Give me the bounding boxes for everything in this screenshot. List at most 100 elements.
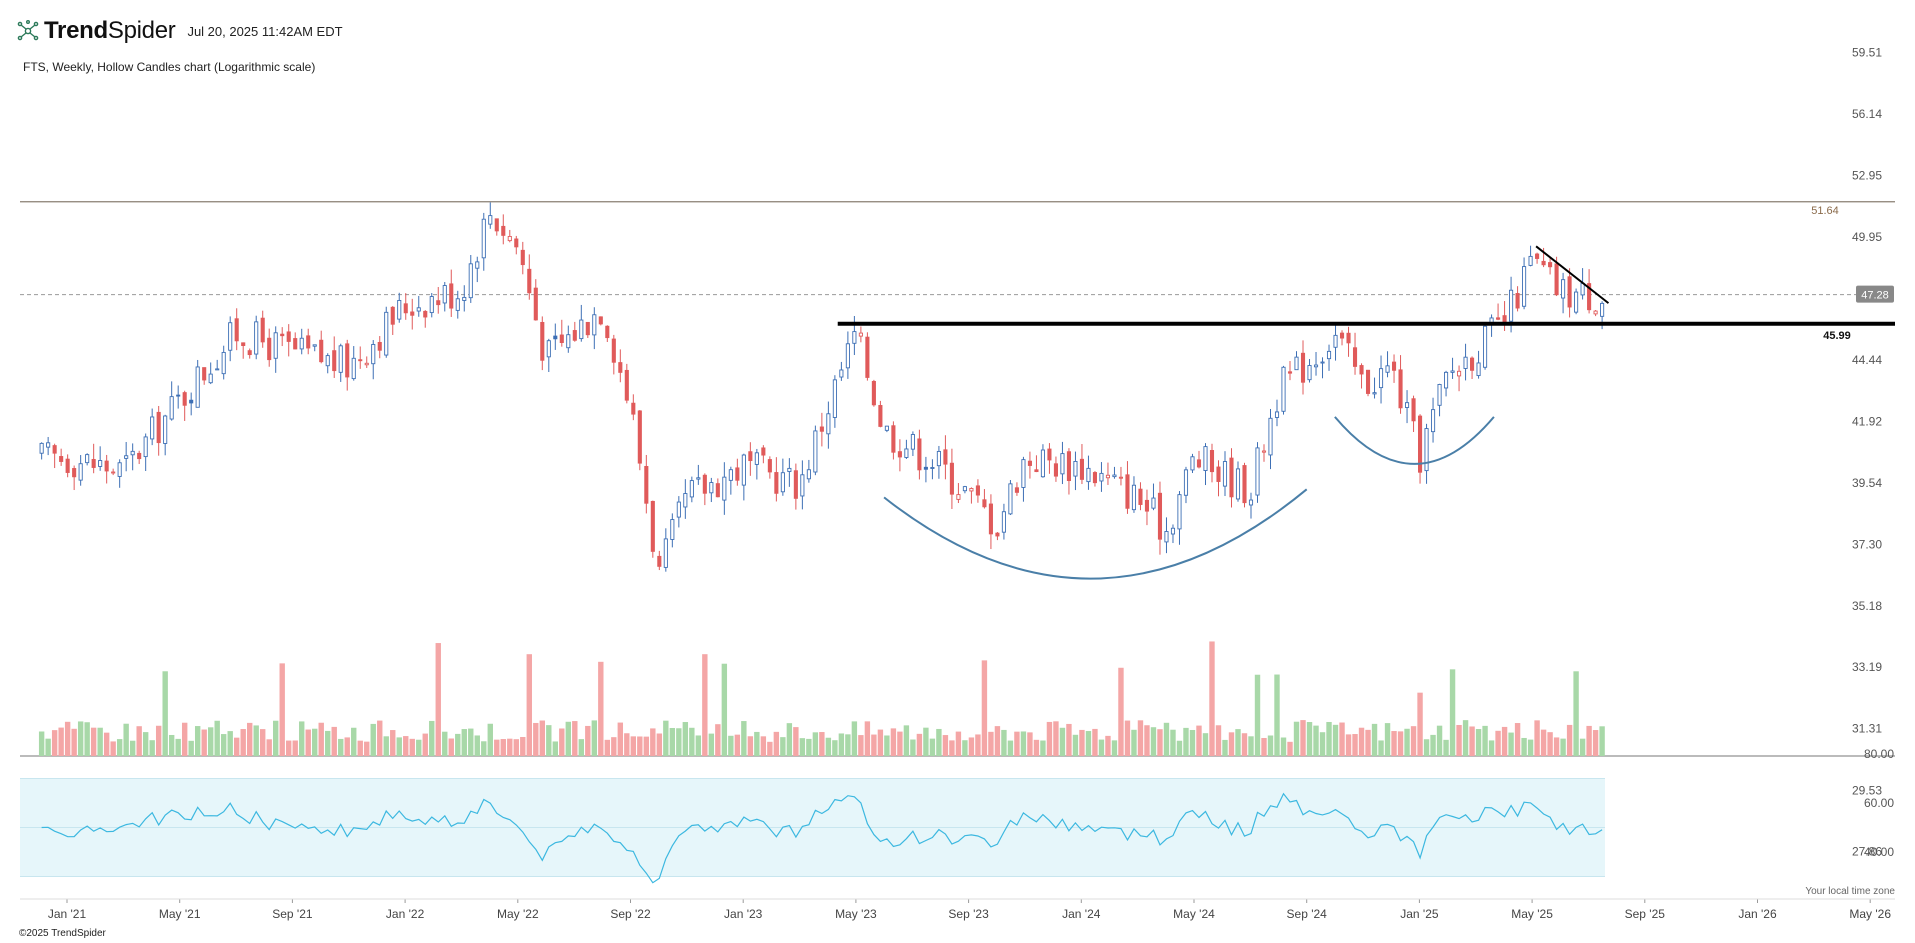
volume-bar bbox=[168, 734, 175, 756]
volume-bar bbox=[227, 731, 233, 756]
volume-bar bbox=[1592, 730, 1599, 756]
volume-bar bbox=[1566, 724, 1573, 756]
candle bbox=[397, 299, 402, 320]
copyright: ©2025 TrendSpider bbox=[19, 928, 106, 939]
candle bbox=[1053, 463, 1058, 477]
time-axis: Jan '21 May '21 Sep '21 Jan '22 May '22 Sep '… bbox=[20, 898, 1895, 921]
volume-bar bbox=[123, 723, 129, 756]
candle bbox=[176, 394, 181, 397]
candle bbox=[1144, 499, 1150, 512]
candle bbox=[1424, 428, 1429, 472]
price-tick-label: 39.54 bbox=[1852, 476, 1882, 490]
volume-bar bbox=[643, 736, 650, 756]
candle bbox=[904, 448, 909, 458]
volume-bar bbox=[1170, 729, 1176, 756]
candle bbox=[156, 411, 161, 444]
candle bbox=[722, 476, 727, 501]
candle bbox=[761, 447, 766, 456]
candle bbox=[676, 501, 681, 518]
volume-bar bbox=[1534, 720, 1540, 756]
candle bbox=[1164, 531, 1169, 543]
candle bbox=[1014, 487, 1019, 493]
volume-bar bbox=[747, 736, 754, 756]
candle bbox=[572, 330, 577, 341]
volume-bar bbox=[1553, 737, 1560, 756]
candle bbox=[995, 532, 1000, 537]
candle bbox=[1561, 279, 1566, 299]
candle bbox=[1463, 356, 1468, 369]
volume-bar bbox=[1059, 727, 1066, 756]
volume-bar bbox=[142, 732, 149, 756]
volume-bar bbox=[377, 720, 383, 756]
candle bbox=[741, 454, 746, 486]
candle bbox=[1027, 460, 1032, 466]
volume-bar bbox=[903, 725, 910, 756]
volume-bar bbox=[780, 737, 786, 756]
candle bbox=[124, 455, 129, 459]
candle bbox=[631, 402, 636, 415]
volume-bar bbox=[1469, 726, 1475, 756]
trendspider-logo-icon bbox=[17, 20, 39, 41]
candle bbox=[559, 334, 564, 343]
candle bbox=[1580, 282, 1585, 296]
candle bbox=[494, 218, 499, 232]
candle bbox=[46, 442, 51, 448]
candle bbox=[793, 470, 798, 499]
candle bbox=[774, 472, 779, 494]
price-tick-label: 52.95 bbox=[1852, 168, 1882, 182]
volume-bar bbox=[1066, 723, 1072, 756]
volume-bar bbox=[1085, 731, 1092, 756]
candle bbox=[930, 467, 935, 469]
volume-bar bbox=[825, 737, 832, 756]
candle bbox=[364, 362, 369, 366]
price-axis: 59.51 56.14 52.95 49.95 44.44 41.92 39.54 37.30… bbox=[1852, 45, 1882, 858]
volume-bar bbox=[1306, 722, 1313, 756]
candle bbox=[436, 300, 441, 306]
volume-bar bbox=[1319, 732, 1326, 756]
volume-bar bbox=[988, 731, 994, 756]
candle bbox=[709, 482, 714, 494]
candle bbox=[943, 449, 948, 465]
candle bbox=[988, 503, 993, 535]
volume-bar bbox=[1521, 737, 1527, 756]
candle bbox=[163, 415, 168, 444]
candle bbox=[1177, 494, 1182, 530]
volume-bar bbox=[1079, 729, 1085, 756]
candle bbox=[1587, 283, 1592, 311]
candle bbox=[657, 555, 662, 567]
candle bbox=[1418, 415, 1423, 473]
volume-bar bbox=[1222, 739, 1228, 756]
volume-bar bbox=[220, 734, 227, 756]
candle bbox=[1274, 411, 1280, 418]
time-tick-label: May '24 bbox=[1173, 907, 1215, 921]
candle bbox=[865, 336, 870, 378]
volume-bar bbox=[513, 739, 519, 756]
candle bbox=[533, 287, 538, 321]
candle bbox=[1515, 293, 1520, 309]
candle bbox=[891, 425, 896, 453]
candle bbox=[1060, 453, 1065, 475]
volume-bar bbox=[1417, 692, 1423, 756]
candle bbox=[52, 445, 57, 454]
volume-bar bbox=[1475, 729, 1482, 756]
candle bbox=[1437, 383, 1442, 406]
candle bbox=[345, 343, 350, 378]
resistance-label: 51.64 bbox=[1811, 205, 1839, 217]
candle bbox=[1125, 474, 1130, 509]
volume-bar bbox=[1261, 737, 1267, 756]
candle bbox=[299, 337, 304, 350]
candle bbox=[735, 467, 740, 481]
candle bbox=[377, 341, 382, 351]
candle bbox=[637, 410, 642, 464]
volume-bar bbox=[500, 739, 506, 756]
volume-bar bbox=[442, 731, 448, 756]
volume-bar bbox=[1352, 734, 1358, 756]
volume-bar bbox=[1176, 740, 1183, 756]
candle bbox=[1008, 483, 1013, 515]
candle bbox=[241, 342, 246, 346]
volume-bar bbox=[136, 726, 142, 756]
candle bbox=[1235, 468, 1241, 500]
candle bbox=[696, 477, 701, 480]
candle bbox=[618, 362, 623, 373]
